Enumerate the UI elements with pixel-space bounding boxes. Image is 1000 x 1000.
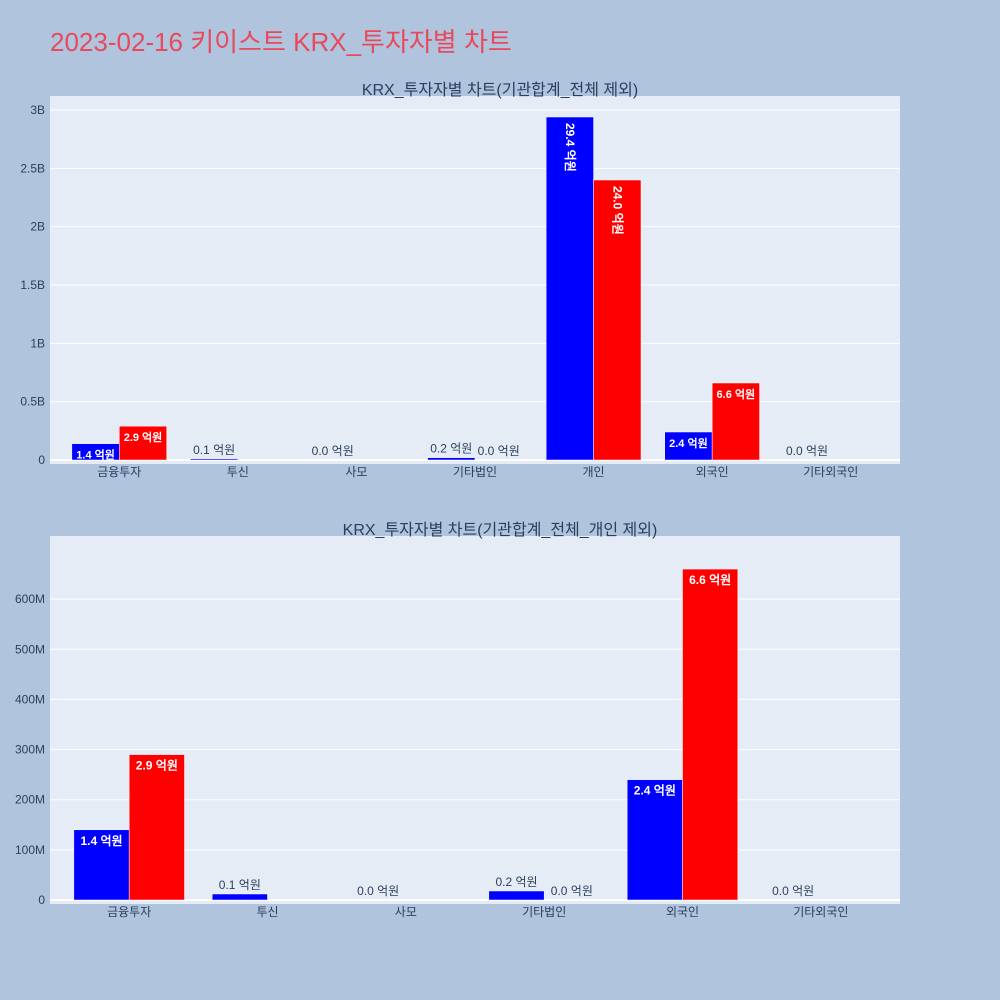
chart-subtitle: KRX_투자자별 차트(기관합계_전체 제외) bbox=[362, 81, 638, 99]
data-label: 24.0 억원 bbox=[610, 186, 624, 235]
data-label: 2.4 억원 bbox=[669, 436, 708, 450]
data-label: 0.2 억원 bbox=[495, 875, 537, 889]
data-label: 0.1 억원 bbox=[219, 878, 261, 892]
y-tick-label: 2B bbox=[30, 220, 45, 234]
y-tick-label: 2.5B bbox=[20, 161, 45, 175]
data-label: 0.0 억원 bbox=[478, 444, 520, 458]
data-label: 1.4 억원 bbox=[80, 834, 122, 848]
data-label: 6.6 억원 bbox=[689, 573, 731, 587]
y-tick-label: 0 bbox=[38, 453, 45, 467]
bar bbox=[593, 179, 642, 461]
data-label: 29.4 억원 bbox=[563, 123, 577, 172]
bar bbox=[682, 568, 739, 901]
x-tick-label: 금융투자 bbox=[97, 465, 141, 479]
y-tick-label: 300M bbox=[15, 743, 45, 757]
x-tick-label: 투신 bbox=[227, 465, 249, 479]
bar bbox=[488, 890, 545, 901]
plot-area bbox=[50, 536, 900, 904]
y-tick-label: 0 bbox=[38, 893, 45, 907]
data-label: 0.1 억원 bbox=[193, 443, 235, 457]
x-tick-label: 외국인 bbox=[666, 905, 699, 919]
bar bbox=[128, 754, 185, 901]
y-tick-label: 1.5B bbox=[20, 278, 45, 292]
x-tick-label: 투신 bbox=[256, 905, 278, 919]
x-tick-label: 사모 bbox=[395, 905, 417, 919]
data-label: 0.0 억원 bbox=[551, 884, 593, 898]
data-label: 0.0 억원 bbox=[357, 884, 399, 898]
data-label: 0.0 억원 bbox=[772, 884, 814, 898]
data-label: 0.0 억원 bbox=[312, 444, 354, 458]
bar bbox=[190, 458, 239, 461]
x-tick-label: 사모 bbox=[345, 465, 367, 479]
bar bbox=[545, 116, 594, 461]
data-label: 0.2 억원 bbox=[430, 442, 472, 456]
y-tick-label: 500M bbox=[15, 642, 45, 656]
chart-2: 0 100M 200M 300M 400M 500M 600M KRX_투자자별 차트(기관합… bbox=[15, 521, 900, 919]
data-label: 1.4 억원 bbox=[76, 448, 115, 462]
chart-subtitle: KRX_투자자별 차트(기관합계_전체_개인 제외) bbox=[343, 521, 658, 539]
x-tick-label: 기타법인 bbox=[522, 905, 566, 919]
chart-1: 0 0.5B 1B 1.5B 2B 2.5B 3B KRX_투자자별 차트(기관합계_전체 제… bbox=[20, 81, 900, 479]
x-tick-label: 기타외국인 bbox=[803, 465, 858, 479]
bar bbox=[711, 382, 760, 461]
plot-area bbox=[50, 96, 900, 464]
page-title: 2023-02-16 키이스트 KRX_투자자별 차트 bbox=[50, 27, 512, 57]
x-tick-label: 개인 bbox=[583, 465, 605, 479]
y-tick-label: 400M bbox=[15, 692, 45, 706]
data-label: 2.9 억원 bbox=[124, 430, 163, 444]
y-tick-label: 100M bbox=[15, 843, 45, 857]
y-tick-label: 0.5B bbox=[20, 395, 45, 409]
data-label: 2.4 억원 bbox=[634, 784, 676, 798]
data-label: 0.0 억원 bbox=[786, 444, 828, 458]
y-tick-label: 1B bbox=[30, 336, 45, 350]
y-tick-label: 3B bbox=[30, 103, 45, 117]
x-tick-label: 기타법인 bbox=[453, 465, 497, 479]
y-tick-label: 200M bbox=[15, 793, 45, 807]
bar bbox=[664, 431, 713, 461]
bar bbox=[211, 893, 268, 901]
y-tick-label: 600M bbox=[15, 592, 45, 606]
bar bbox=[119, 425, 167, 461]
bar bbox=[427, 457, 476, 461]
x-tick-label: 기타외국인 bbox=[793, 905, 848, 919]
bar bbox=[626, 779, 683, 901]
bar bbox=[73, 829, 130, 901]
x-tick-label: 외국인 bbox=[696, 465, 729, 479]
data-label: 6.6 억원 bbox=[717, 387, 756, 401]
data-label: 2.9 억원 bbox=[136, 759, 178, 773]
x-tick-label: 금융투자 bbox=[107, 905, 151, 919]
